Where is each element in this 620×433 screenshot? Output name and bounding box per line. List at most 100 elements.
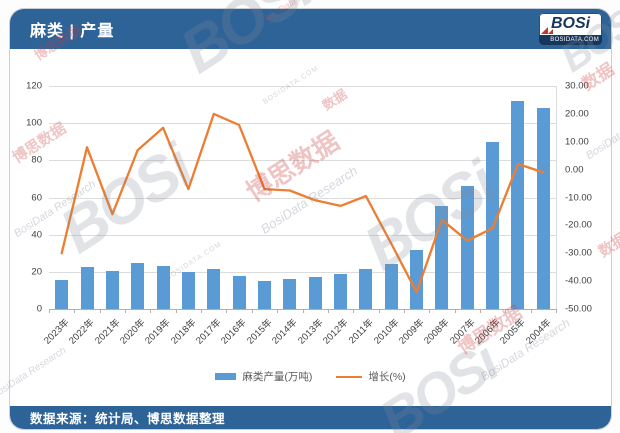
x-axis-label: 2015年	[244, 317, 275, 347]
x-axis-label: 2008年	[422, 317, 452, 347]
growth-line	[60, 112, 545, 294]
x-axis-tick	[175, 309, 177, 313]
x-axis-tick	[378, 309, 380, 313]
bar	[308, 277, 322, 309]
x-axis-label: 2011年	[346, 317, 376, 347]
left-axis-tick-label: 60	[31, 192, 42, 203]
right-axis-tick-label: 0.00	[565, 164, 584, 176]
bar	[257, 281, 271, 309]
bar	[105, 270, 119, 309]
x-axis-tick	[505, 309, 507, 313]
legend-line-swatch-icon	[336, 375, 363, 378]
bar	[384, 264, 398, 309]
logo-brand-text: BOSi	[550, 15, 591, 32]
x-axis-tick	[201, 309, 203, 313]
x-axis-tick	[454, 309, 456, 313]
bar	[156, 266, 170, 309]
legend-item-line: 增长(%)	[336, 369, 406, 384]
grid-line	[49, 160, 556, 162]
legend-item-bars: 麻类产量(万吨)	[215, 369, 312, 384]
x-axis-label: 2022年	[67, 317, 97, 347]
right-axis-tick-label: 30.00	[565, 80, 589, 92]
x-axis-tick	[429, 309, 431, 313]
left-axis-tick-label: 20	[31, 266, 42, 278]
right-axis-tick-label: -40.00	[565, 275, 592, 287]
x-axis-tick	[327, 309, 329, 313]
x-axis-tick	[277, 309, 279, 313]
page-title: 麻类 | 产量	[30, 23, 115, 40]
bar	[283, 279, 297, 309]
x-axis-tick	[251, 309, 253, 313]
logo-domain-text: BOSIDATA.COM	[539, 35, 602, 45]
x-axis-label: 2006年	[473, 317, 503, 347]
x-axis-label: 2010年	[371, 317, 402, 347]
right-axis-tick-label: -20.00	[565, 219, 592, 231]
x-axis-label: 2007年	[447, 317, 478, 347]
footer-bar: 数据来源：统计局、博思数据整理	[10, 406, 611, 429]
chart-card: 麻类 | 产量 BOSi BOSIDATA.COM 0 20 40 60 80 100 12…	[9, 8, 612, 430]
bar	[80, 267, 94, 309]
bosi-logo-top: BOSi	[539, 13, 602, 35]
x-axis-tick	[302, 309, 304, 313]
bar	[55, 280, 69, 309]
grid-line	[49, 86, 556, 87]
right-axis-tick-label: 10.00	[565, 136, 589, 148]
right-axis-tick-label: 20.00	[565, 108, 589, 120]
x-axis-label: 2016年	[219, 317, 250, 347]
x-axis-label: 2009年	[397, 317, 427, 347]
left-axis-tick-label: 0	[36, 303, 42, 315]
x-axis-label: 2020年	[118, 317, 148, 347]
header-bar: 麻类 | 产量 BOSi BOSIDATA.COM	[10, 9, 611, 49]
grid-line	[49, 123, 556, 125]
x-axis-tick	[530, 309, 532, 313]
x-axis-label: 2005年	[498, 317, 528, 347]
legend-line-label: 增长(%)	[368, 371, 406, 383]
bar	[511, 100, 525, 309]
logo-triangle-icon	[541, 27, 548, 34]
bar	[536, 108, 550, 309]
bar	[181, 271, 195, 309]
legend-bar-swatch-icon	[215, 373, 237, 380]
x-axis-label: 2019年	[143, 317, 173, 347]
grid-line	[49, 197, 556, 199]
x-axis-tick	[479, 309, 481, 313]
bar	[131, 263, 145, 309]
x-axis-label: 2014年	[270, 317, 300, 347]
x-axis-tick	[226, 309, 228, 313]
x-axis-tick	[99, 309, 101, 313]
bar	[359, 269, 373, 309]
bar	[207, 269, 221, 309]
x-axis-label: 2023年	[42, 317, 72, 347]
x-axis-tick	[556, 309, 557, 313]
grid-line	[49, 271, 556, 273]
x-axis-label: 2017年	[194, 317, 224, 347]
x-axis-label: 2021年	[92, 317, 123, 347]
right-axis-tick-label: -50.00	[565, 303, 592, 315]
logo-triangle-icon	[548, 29, 553, 34]
x-axis-tick	[150, 309, 152, 313]
bar	[410, 250, 424, 309]
grid-line	[49, 234, 556, 236]
x-axis-tick	[125, 309, 127, 313]
data-source-text: 数据来源：统计局、博思数据整理	[30, 412, 226, 426]
left-axis-tick-label: 40	[31, 229, 42, 241]
x-axis-label: 2013年	[295, 317, 326, 347]
x-axis-tick	[74, 309, 76, 313]
right-axis-tick-label: -10.00	[565, 192, 592, 203]
left-axis-tick-label: 100	[26, 117, 42, 129]
right-axis-tick-label: -30.00	[565, 247, 592, 259]
x-axis-tick	[403, 309, 405, 313]
left-axis-tick-label: 120	[26, 80, 42, 92]
x-axis-label: 2018年	[168, 317, 199, 347]
bar	[232, 276, 246, 309]
bar	[460, 186, 474, 309]
bar	[334, 273, 348, 309]
x-axis-tick	[353, 309, 355, 313]
x-axis-tick	[49, 309, 50, 313]
bosi-logo: BOSi BOSIDATA.COM	[539, 13, 602, 45]
left-axis-tick-label: 80	[31, 154, 42, 166]
x-axis-label: 2004年	[523, 317, 554, 347]
x-axis-label: 2012年	[320, 317, 351, 347]
legend-bar-label: 麻类产量(万吨)	[242, 371, 313, 383]
